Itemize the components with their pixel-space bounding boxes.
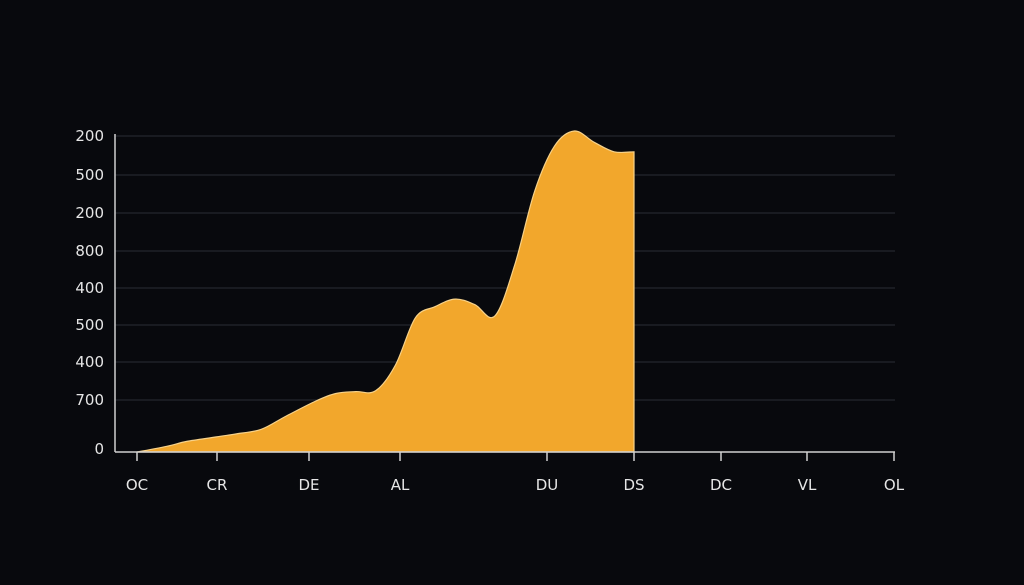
y-tick-label: 200 xyxy=(75,127,104,145)
x-tick-label: VL xyxy=(798,476,817,494)
y-tick-label: 0 xyxy=(94,440,104,458)
x-tick-label: DE xyxy=(298,476,319,494)
y-tick-label: 500 xyxy=(75,316,104,334)
area-fill xyxy=(136,130,635,453)
y-tick-label: 800 xyxy=(75,242,104,260)
x-tick-label: AL xyxy=(391,476,410,494)
y-tick-label: 400 xyxy=(75,353,104,371)
y-tick-label: 200 xyxy=(75,204,104,222)
x-tick-label: OL xyxy=(884,476,905,494)
area-series xyxy=(136,130,635,453)
x-tick-label: DU xyxy=(536,476,559,494)
y-axis-tick-labels: 0 700 400 500 400 800 200 500 200 xyxy=(75,127,104,458)
y-tick-label: 500 xyxy=(75,166,104,184)
x-tick-label: OC xyxy=(126,476,148,494)
y-tick-label: 400 xyxy=(75,279,104,297)
x-axis-tick-labels: OC CR DE AL DU DS DC VL OL xyxy=(126,476,905,494)
x-tick-label: CR xyxy=(207,476,228,494)
x-tick-label: DC xyxy=(710,476,732,494)
axes xyxy=(114,134,895,461)
y-tick-label: 700 xyxy=(75,391,104,409)
x-tick-label: DS xyxy=(623,476,644,494)
